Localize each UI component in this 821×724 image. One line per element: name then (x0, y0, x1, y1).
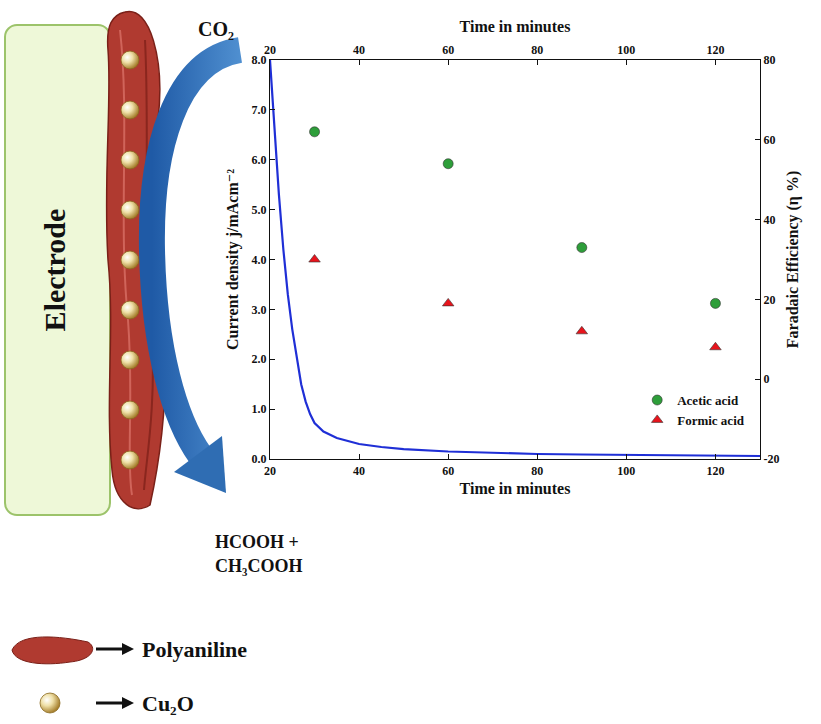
svg-text:100: 100 (617, 43, 635, 57)
svg-text:CO₂: CO₂ (198, 18, 234, 40)
svg-text:Time in minutes: Time in minutes (460, 480, 571, 497)
svg-text:Time in minutes: Time in minutes (460, 18, 571, 35)
svg-text:Cu₂O: Cu₂O (142, 691, 194, 716)
svg-text:Current density j/mAcm⁻²: Current density j/mAcm⁻² (224, 169, 242, 350)
svg-text:120: 120 (706, 43, 724, 57)
svg-text:Formic acid: Formic acid (677, 413, 745, 428)
svg-text:5.0: 5.0 (252, 203, 267, 217)
svg-text:0.0: 0.0 (252, 452, 267, 466)
svg-text:120: 120 (706, 464, 724, 478)
svg-text:60: 60 (764, 133, 776, 147)
svg-text:100: 100 (617, 464, 635, 478)
svg-text:40: 40 (764, 213, 776, 227)
svg-text:60: 60 (442, 43, 454, 57)
svg-text:60: 60 (442, 464, 454, 478)
svg-text:40: 40 (353, 43, 365, 57)
svg-text:7.0: 7.0 (252, 103, 267, 117)
svg-text:CH₃COOH: CH₃COOH (215, 556, 302, 576)
svg-text:4.0: 4.0 (252, 253, 267, 267)
svg-text:HCOOH +: HCOOH + (215, 532, 299, 552)
svg-text:80: 80 (531, 464, 543, 478)
svg-text:Acetic acid: Acetic acid (677, 393, 739, 408)
svg-text:8.0: 8.0 (252, 53, 267, 67)
svg-text:Electrode: Electrode (38, 209, 71, 332)
svg-text:Polyaniline: Polyaniline (142, 637, 247, 662)
svg-text:20: 20 (764, 293, 776, 307)
svg-text:40: 40 (353, 464, 365, 478)
svg-text:-20: -20 (764, 452, 780, 466)
svg-text:2.0: 2.0 (252, 352, 267, 366)
svg-text:80: 80 (764, 53, 776, 67)
svg-text:3.0: 3.0 (252, 303, 267, 317)
svg-text:20: 20 (264, 43, 276, 57)
svg-text:0: 0 (764, 372, 770, 386)
svg-text:20: 20 (264, 464, 276, 478)
svg-text:1.0: 1.0 (252, 402, 267, 416)
svg-text:Faradaic Efficiency (η %): Faradaic Efficiency (η %) (784, 171, 802, 348)
svg-text:80: 80 (531, 43, 543, 57)
svg-text:6.0: 6.0 (252, 153, 267, 167)
